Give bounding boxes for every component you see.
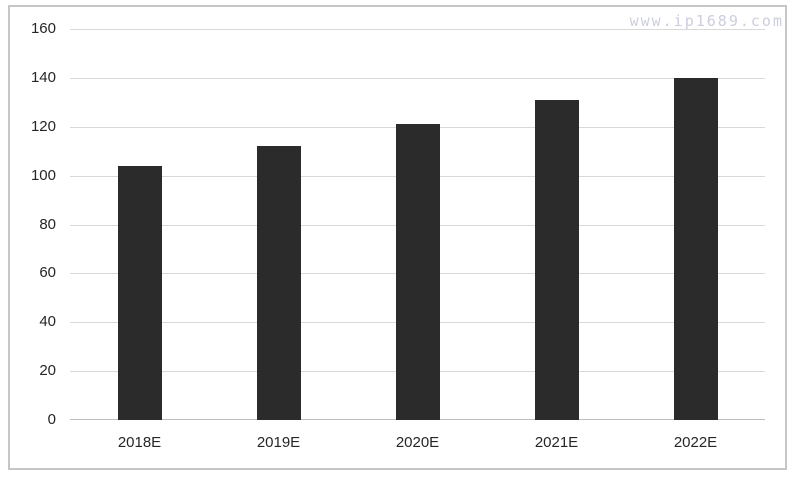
bar-2021E	[534, 99, 579, 420]
x-tick-label: 2018E	[117, 434, 162, 451]
x-tick-label: 2019E	[256, 434, 301, 451]
gridline	[70, 77, 765, 79]
bar-2022E	[673, 77, 718, 420]
x-tick-label: 2020E	[395, 434, 440, 451]
plot-area	[70, 29, 765, 420]
bar-2018E	[117, 165, 162, 420]
gridline	[70, 29, 765, 30]
bar-2019E	[256, 146, 301, 420]
y-tick-label: 0	[47, 411, 56, 428]
y-tick-label: 120	[30, 117, 56, 135]
bar-2020E	[395, 124, 440, 420]
y-tick-label: 40	[39, 313, 56, 331]
y-tick-label: 140	[30, 68, 56, 86]
y-tick-label: 160	[30, 20, 56, 37]
y-tick-label: 20	[39, 362, 56, 380]
watermark: www.ip1689.com	[629, 12, 784, 30]
y-tick-label: 80	[39, 215, 56, 233]
y-tick-label: 60	[39, 264, 56, 282]
y-tick-label: 100	[30, 166, 56, 184]
x-tick-label: 2021E	[534, 434, 579, 451]
x-tick-label: 2022E	[673, 434, 718, 451]
